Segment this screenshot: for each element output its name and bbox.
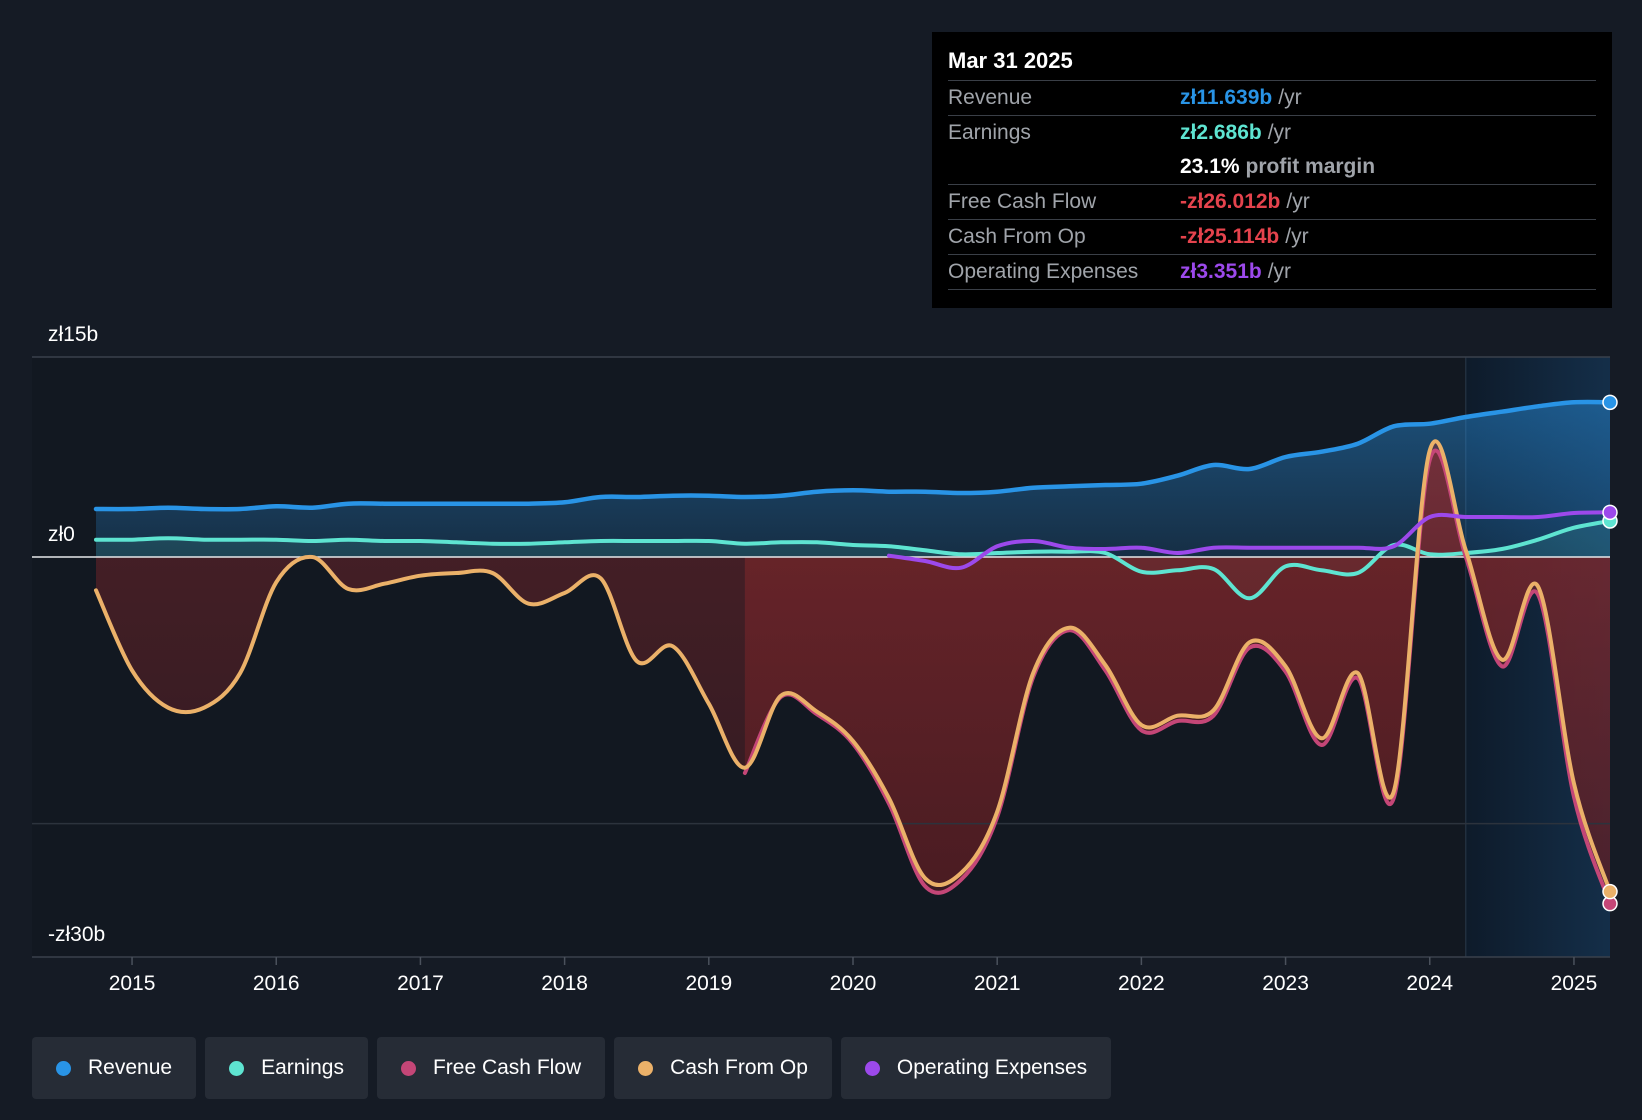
x-axis-label: 2017 [397, 972, 444, 995]
tooltip-row-earnings: Earnings zł2.686b /yr [948, 116, 1596, 150]
x-axis-label: 2021 [974, 972, 1021, 995]
legend-label: Cash From Op [670, 1056, 808, 1079]
tooltip-unit: /yr [1278, 86, 1302, 109]
x-axis-label: 2016 [253, 972, 300, 995]
legend-label: Earnings [261, 1056, 344, 1079]
tooltip-panel: Mar 31 2025 Revenue zł11.639b /yr Earnin… [932, 32, 1612, 308]
tooltip-row-margin: 23.1% profit margin [948, 150, 1596, 185]
series-line-revenue [93, 399, 1613, 512]
legend-item-operating-expenses[interactable]: Operating Expenses [840, 1037, 1112, 1099]
tooltip-value: zł11.639b [1180, 86, 1273, 109]
y-axis-label: zł0 [48, 523, 75, 546]
x-axis-label: 2015 [109, 972, 156, 995]
series-line-earnings [94, 519, 1612, 601]
tooltip-unit: /yr [1267, 260, 1292, 283]
end-point-operating-expenses [1602, 504, 1618, 521]
x-axis-label: 2020 [830, 972, 877, 995]
end-point-cash-from-op [1602, 883, 1618, 900]
end-point-revenue [1602, 394, 1618, 411]
x-axis-label: 2023 [1262, 972, 1309, 995]
legend-dot-icon [56, 1060, 71, 1076]
tooltip-label: Cash From Op [948, 225, 1086, 248]
tooltip-row-revenue: Revenue zł11.639b /yr [948, 81, 1596, 116]
legend-label: Operating Expenses [896, 1056, 1088, 1079]
x-axis-label: 2024 [1406, 972, 1453, 995]
legend-item-earnings[interactable]: Earnings [205, 1037, 368, 1099]
legend-item-free-cash-flow[interactable]: Free Cash Flow [376, 1037, 606, 1099]
tooltip-label: Free Cash Flow [948, 190, 1097, 213]
revenue-area [96, 402, 1610, 557]
x-axis-label: 2022 [1118, 972, 1165, 995]
legend-dot-icon [864, 1060, 880, 1076]
tooltip-row-cfo: Cash From Op -zł25.114b /yr [948, 220, 1596, 255]
x-axis-label: 2019 [685, 972, 732, 995]
tooltip-unit: /yr [1267, 121, 1292, 144]
series-line-cash-from-op [94, 439, 1612, 894]
y-axis-label: zł15b [48, 323, 98, 346]
tooltip-unit: /yr [1285, 225, 1309, 248]
tooltip-value: -zł25.114b [1180, 225, 1280, 248]
x-axis-label: 2018 [541, 972, 588, 995]
tooltip-row-opex: Operating Expenses zł3.351b /yr [948, 255, 1596, 290]
tooltip-label: Earnings [948, 121, 1031, 144]
tooltip-value: zł2.686b [1180, 121, 1262, 144]
tooltip-label [948, 150, 1180, 184]
tooltip-value: 23.1% [1180, 155, 1240, 178]
series-line-operating-expenses [887, 510, 1612, 571]
tooltip-unit: /yr [1286, 190, 1310, 213]
y-axis-label: -zł30b [48, 923, 105, 946]
tooltip-date: Mar 31 2025 [948, 46, 1596, 81]
legend-label: Free Cash Flow [432, 1056, 582, 1079]
legend: Revenue Earnings Free Cash Flow Cash Fro… [32, 1037, 1112, 1099]
legend-dot-icon [400, 1060, 416, 1076]
tooltip-value: zł3.351b [1180, 260, 1262, 283]
tooltip-value: -zł26.012b [1180, 190, 1281, 213]
legend-dot-icon [638, 1060, 654, 1076]
legend-item-cash-from-op[interactable]: Cash From Op [614, 1037, 832, 1099]
tooltip-label: Operating Expenses [948, 260, 1139, 283]
legend-dot-icon [229, 1060, 245, 1076]
tooltip-row-fcf: Free Cash Flow -zł26.012b /yr [948, 185, 1596, 220]
tooltip-label: Revenue [948, 86, 1033, 109]
x-axis-label: 2025 [1551, 972, 1598, 995]
tooltip-unit: profit margin [1245, 155, 1376, 178]
legend-item-revenue[interactable]: Revenue [32, 1037, 197, 1099]
legend-label: Revenue [88, 1056, 173, 1079]
